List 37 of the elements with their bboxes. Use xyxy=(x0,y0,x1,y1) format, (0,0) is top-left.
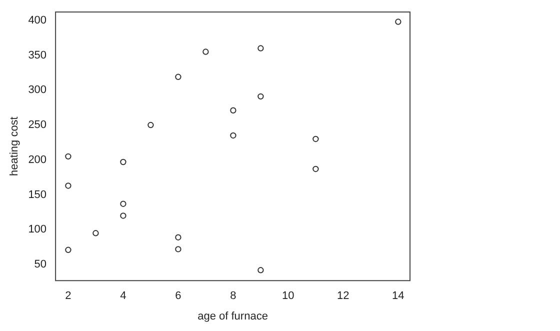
y-tick-label: 400 xyxy=(28,14,47,26)
point xyxy=(65,182,72,189)
point xyxy=(258,45,264,52)
point xyxy=(120,158,126,166)
y-tick-label: 250 xyxy=(28,119,47,132)
point xyxy=(312,136,319,142)
y-tick-label: 300 xyxy=(28,84,47,96)
x-tick-label: 8 xyxy=(230,290,236,302)
x-axis-title: age of furnace xyxy=(198,310,268,322)
x-tick-label: 6 xyxy=(175,290,182,302)
point xyxy=(258,267,264,274)
point xyxy=(230,107,236,114)
y-tick-label: 350 xyxy=(28,49,47,62)
y-tick-label: 200 xyxy=(28,154,47,166)
point xyxy=(120,200,126,207)
point xyxy=(175,246,182,252)
x-tick-label: 2 xyxy=(65,290,72,302)
y-axis-title: heating cost xyxy=(8,116,21,176)
point xyxy=(148,122,154,128)
point xyxy=(175,234,182,240)
x-tick-label: 10 xyxy=(282,290,294,302)
y-tick-label: 150 xyxy=(28,188,47,201)
point xyxy=(202,48,209,55)
y-tick-label: 100 xyxy=(28,224,47,236)
x-tick-label: 14 xyxy=(392,290,404,302)
point xyxy=(312,166,319,172)
x-tick-label: 4 xyxy=(120,290,126,302)
point xyxy=(120,212,126,219)
point xyxy=(258,93,264,100)
point xyxy=(92,230,99,236)
point xyxy=(395,18,402,25)
x-tick-label: 12 xyxy=(337,290,350,302)
point xyxy=(230,132,236,139)
point xyxy=(65,246,72,254)
point xyxy=(175,74,182,80)
y-tick-label: 50 xyxy=(34,258,47,271)
point xyxy=(65,153,72,160)
